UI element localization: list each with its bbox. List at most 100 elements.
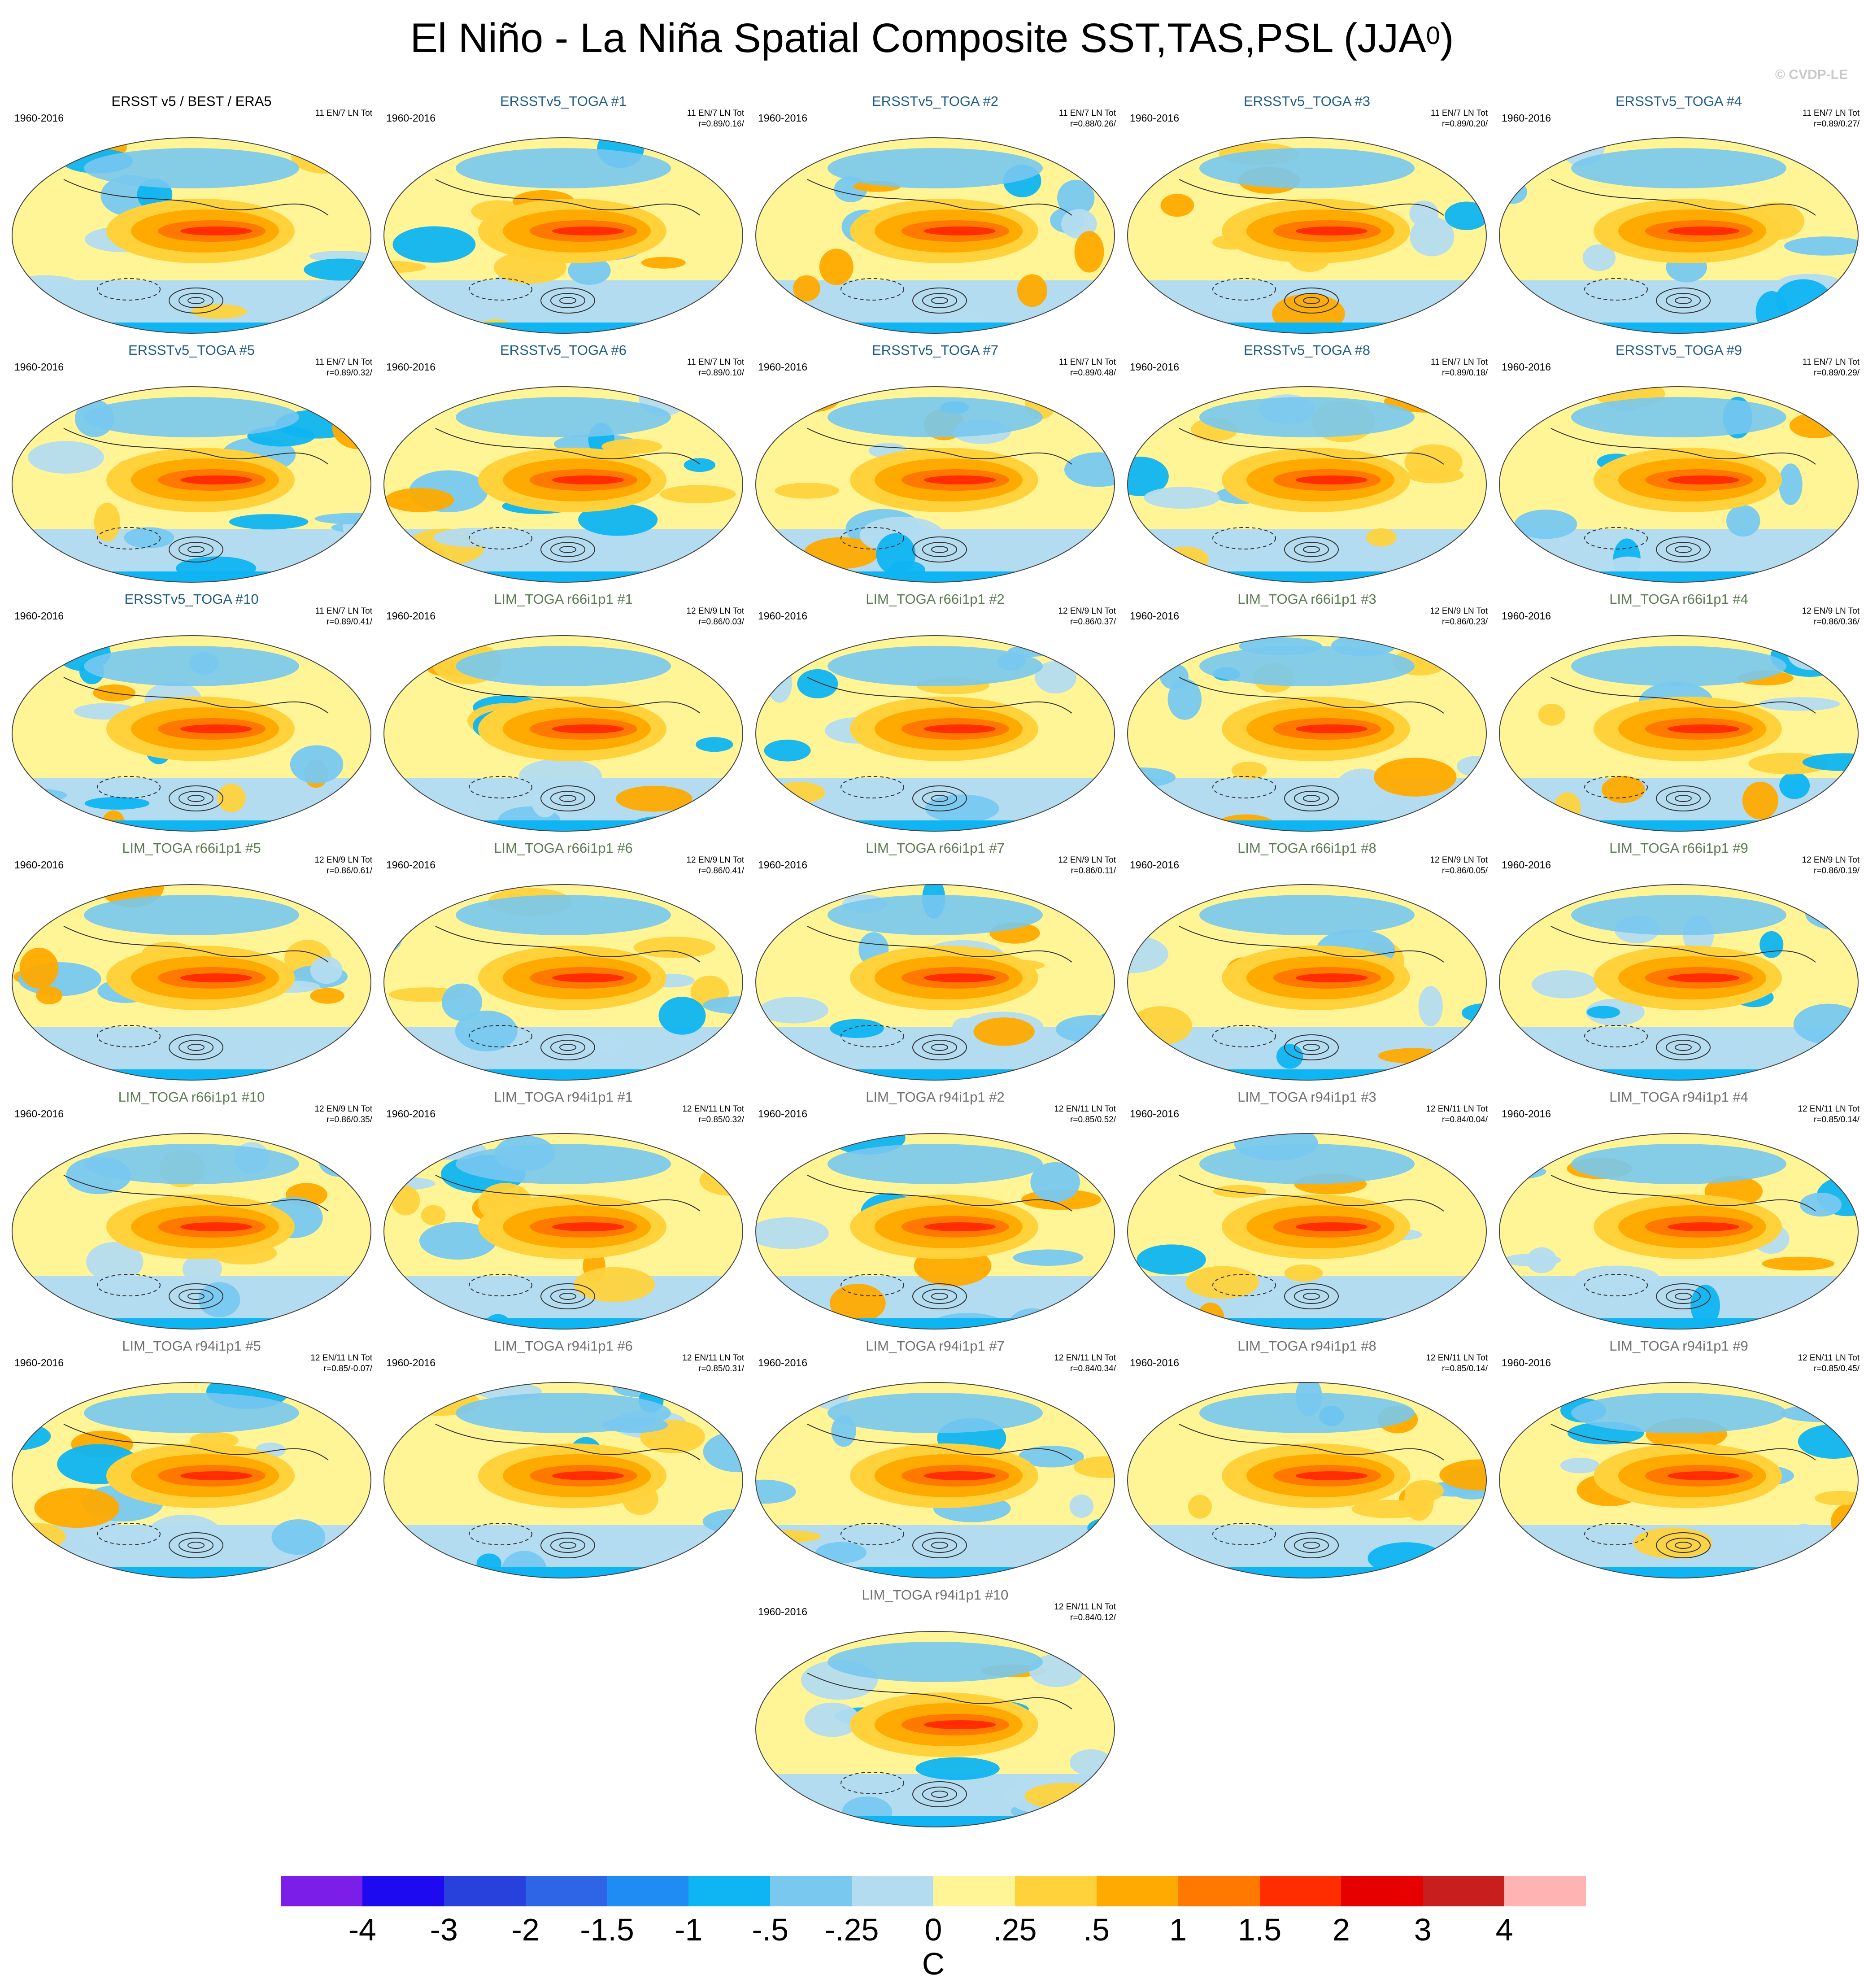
enso-tongue-peak (180, 1222, 252, 1231)
anomaly-patch (1410, 217, 1455, 257)
map-panel: ERSSTv5_TOGA #3 1960-2016 11 EN/7 LN Tot r=… (1121, 90, 1493, 339)
panel-pattern-correlation: r=0.86/0.03/ (698, 617, 744, 627)
panel-event-counts: 12 EN/9 LN Tot (1058, 606, 1116, 616)
psl-contour (540, 1283, 595, 1309)
map-svg (383, 1382, 743, 1578)
antarctic-band (1499, 820, 1858, 831)
psl-contour (179, 1289, 213, 1304)
map-svg (755, 137, 1115, 334)
panel-years: 1960-2016 (1502, 1108, 1551, 1120)
north-pacific-patch (1571, 397, 1786, 437)
panel-years: 1960-2016 (14, 610, 64, 622)
map-svg (383, 1133, 743, 1330)
anomaly-patch (1545, 387, 1607, 401)
antarctic-band (1128, 820, 1486, 831)
panel-event-counts: 12 EN/11 LN Tot (310, 1353, 372, 1363)
psl-contour (550, 542, 585, 557)
map-svg (12, 386, 371, 583)
psl-contour (912, 1532, 967, 1558)
enso-tongue-peak (1668, 227, 1739, 235)
map-svg (383, 635, 743, 832)
anomaly-patch (19, 947, 59, 989)
psl-contour (169, 1283, 223, 1309)
map-outline (1499, 137, 1859, 334)
anomaly-patch (271, 1519, 326, 1555)
panel-title: ERSSTv5_TOGA #7 (872, 342, 998, 358)
map-panel: ERSSTv5_TOGA #10 1960-2016 11 EN/7 LN Tot r… (5, 588, 378, 837)
anomaly-patch (767, 663, 793, 703)
psl-contour-dashed (1212, 776, 1276, 798)
psl-contour (169, 536, 223, 562)
anomaly-patch (1034, 661, 1077, 694)
north-pacific-patch (1571, 1393, 1786, 1433)
psl-contour (1666, 1289, 1701, 1304)
panel-pattern-correlation: r=0.84/0.34/ (1070, 1364, 1116, 1373)
anomaly-patch (1404, 401, 1469, 414)
panel-pattern-correlation: r=0.85/0.32/ (698, 1115, 744, 1125)
anomaly-patch (756, 1217, 829, 1249)
psl-contour (1666, 1538, 1701, 1553)
map-outline (1499, 635, 1859, 832)
psl-contour (912, 785, 967, 811)
psl-contour-dashed (469, 1274, 532, 1296)
map-field (756, 885, 1115, 1080)
panel-pattern-correlation: r=0.89/0.48/ (1070, 368, 1116, 378)
anomaly-patch (1077, 1056, 1102, 1079)
antarctic-band (384, 820, 743, 831)
anomaly-patch (1759, 697, 1840, 711)
anomaly-patch (1802, 753, 1858, 771)
psl-contour (187, 297, 205, 304)
map-svg (755, 1382, 1115, 1578)
enso-tongue-peak (552, 227, 624, 235)
psl-contour (1550, 1424, 1816, 1460)
anomaly-patch (1366, 528, 1397, 547)
anomaly-patch (952, 1017, 976, 1038)
panel-years: 1960-2016 (1130, 361, 1179, 373)
psl-contour (912, 1781, 967, 1807)
psl-contour (63, 179, 329, 216)
psl-contour (435, 926, 701, 963)
north-pacific-patch (827, 148, 1043, 188)
anomaly-patch (1444, 201, 1486, 231)
map-field (384, 636, 743, 831)
map-panel: LIM_TOGA r94i1p1 #2 1960-2016 12 EN/11 LN … (749, 1086, 1121, 1334)
psl-contour-dashed (97, 1274, 161, 1296)
psl-contour (187, 1293, 205, 1300)
panel-years: 1960-2016 (386, 1357, 436, 1369)
north-pacific-patch (827, 397, 1043, 437)
north-pacific-patch (456, 895, 671, 935)
north-pacific-patch (1199, 1144, 1415, 1184)
panel-pattern-correlation: r=0.84/0.04/ (1442, 1115, 1488, 1125)
antarctic-band (756, 323, 1115, 333)
map-svg (12, 635, 371, 832)
psl-contour (1284, 1532, 1339, 1558)
anomaly-patch (1500, 1031, 1556, 1051)
enso-tongue-peak (1296, 227, 1368, 235)
panel-pattern-correlation: r=0.89/0.20/ (1442, 119, 1488, 129)
map-panel: ERSSTv5_TOGA #6 1960-2016 11 EN/7 LN Tot r=… (377, 339, 749, 588)
psl-contour (1303, 1542, 1320, 1549)
psl-contour-dashed (1584, 1523, 1648, 1545)
panel-years: 1960-2016 (14, 112, 64, 124)
psl-contour (435, 1175, 701, 1212)
panel-years: 1960-2016 (386, 610, 436, 622)
panel-years: 1960-2016 (758, 1606, 807, 1617)
map-outline (12, 1382, 371, 1578)
panel-title: LIM_TOGA r94i1p1 #8 (1237, 1338, 1376, 1354)
map-svg (1499, 1133, 1859, 1330)
anomaly-patch (568, 256, 611, 285)
anomaly-patch (759, 997, 829, 1024)
psl-contour (1656, 288, 1711, 314)
anomaly-patch (455, 1010, 518, 1052)
north-pacific-patch (1571, 646, 1786, 686)
anomaly-patch (1128, 1138, 1151, 1175)
anomaly-patch (1160, 194, 1194, 217)
map-outline (1127, 884, 1487, 1081)
north-pacific-patch (456, 1393, 671, 1433)
map-field (12, 636, 371, 831)
antarctic-band (756, 571, 1115, 582)
antarctic-band (756, 1816, 1115, 1827)
panel-event-counts: 12 EN/11 LN Tot (1798, 1104, 1860, 1114)
map-field (1128, 138, 1486, 333)
anomaly-patch (1147, 1134, 1181, 1161)
